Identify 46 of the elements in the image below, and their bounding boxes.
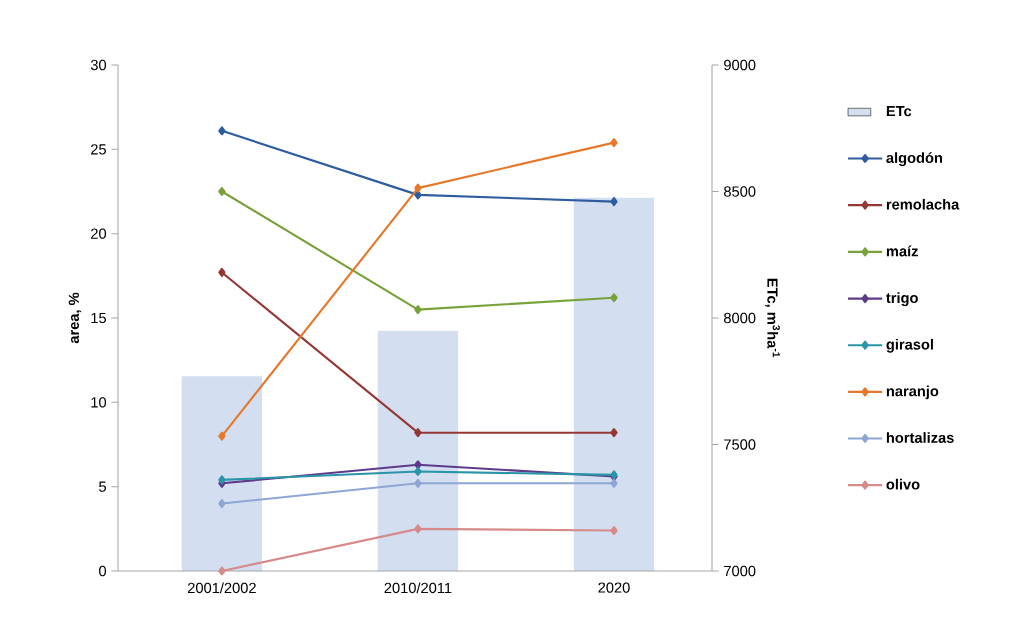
point bbox=[218, 126, 226, 136]
y-tick-label: 20 bbox=[91, 228, 107, 239]
legend-label: olivo bbox=[886, 478, 920, 490]
y2-tick-label: 7500 bbox=[724, 439, 756, 450]
y-axis-title: area, % bbox=[68, 292, 82, 344]
y-tick-label: 5 bbox=[99, 481, 106, 492]
y2-tick-label: 9000 bbox=[724, 59, 756, 71]
y2-tick-label: 8000 bbox=[724, 312, 756, 324]
point bbox=[610, 428, 618, 438]
point bbox=[414, 183, 422, 193]
y2-tick-label: 8500 bbox=[724, 186, 756, 197]
y-tick-label: 15 bbox=[91, 312, 106, 324]
legend-label: remolacha bbox=[886, 198, 960, 210]
legend-label: hortalizas bbox=[886, 432, 954, 443]
point bbox=[414, 524, 422, 534]
point bbox=[218, 499, 226, 509]
legend-label: naranjo bbox=[886, 385, 939, 400]
legend-label: maíz bbox=[886, 245, 918, 257]
point bbox=[218, 431, 226, 441]
y-tick-label: 0 bbox=[99, 565, 107, 577]
y-tick-label: 30 bbox=[90, 59, 107, 71]
point bbox=[218, 267, 226, 277]
point bbox=[610, 138, 618, 148]
legend-label: algodón bbox=[886, 152, 943, 166]
point bbox=[610, 525, 618, 536]
x-tick-label: 2010/2011 bbox=[384, 582, 452, 594]
legend-label: girasol bbox=[886, 338, 933, 353]
x-tick-label: 2001/2002 bbox=[187, 582, 256, 594]
point bbox=[414, 428, 422, 438]
y-tick-label: 25 bbox=[91, 144, 106, 155]
y2-axis-title: ETc, m$^{3}$ha$^{-1}$ bbox=[765, 278, 780, 358]
point bbox=[414, 466, 422, 477]
y-tick-label: 10 bbox=[91, 397, 107, 408]
point bbox=[414, 460, 422, 470]
point bbox=[610, 197, 618, 207]
point bbox=[414, 190, 422, 200]
point bbox=[414, 305, 422, 315]
legend-label: trigo bbox=[886, 292, 918, 306]
point bbox=[610, 293, 618, 303]
legend-label: ETc bbox=[886, 106, 912, 117]
y2-tick-label: 7000 bbox=[724, 565, 756, 577]
point bbox=[218, 186, 226, 197]
point bbox=[218, 566, 226, 576]
point bbox=[414, 478, 422, 488]
point bbox=[610, 478, 618, 488]
x-tick-label: 2020 bbox=[598, 582, 630, 593]
